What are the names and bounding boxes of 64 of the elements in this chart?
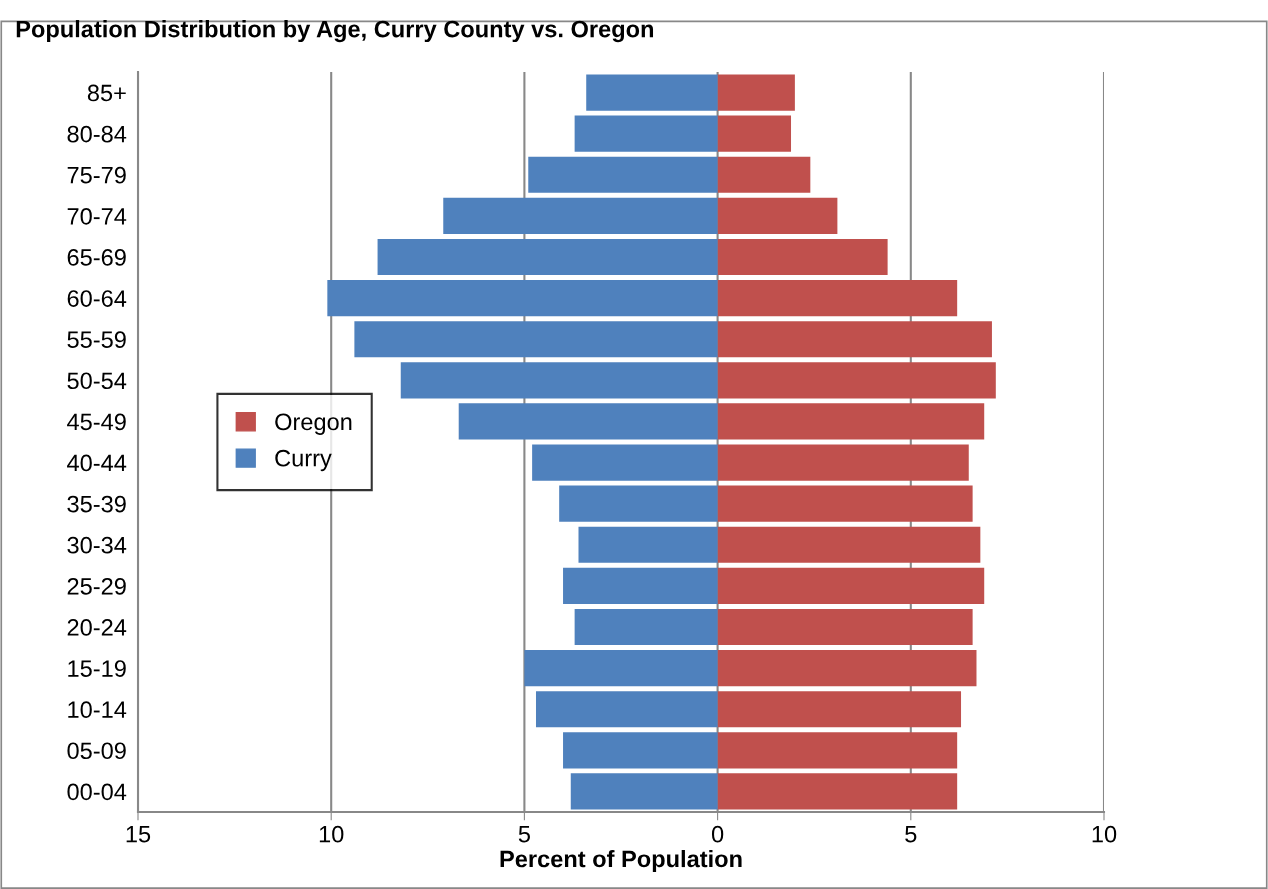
y-tick-label: 15-19 [68, 660, 126, 677]
x-tick-label: 15 [126, 826, 151, 843]
bar [717, 238, 888, 276]
y-tick-label: 50-54 [67, 372, 127, 390]
bar [717, 115, 792, 152]
bar [574, 608, 718, 646]
y-tick-label: 00-04 [67, 783, 127, 801]
y-tick-label: 25-29 [67, 577, 126, 595]
bar [535, 691, 718, 728]
bar [717, 403, 985, 440]
bar [524, 650, 718, 687]
y-tick-label: 20-24 [67, 619, 127, 636]
bar [528, 156, 718, 193]
bar [532, 444, 718, 481]
bar [443, 197, 718, 234]
y-tick-label: 40-44 [67, 454, 127, 472]
bar [717, 444, 969, 481]
bar [458, 403, 718, 440]
y-tick-label: 45-49 [67, 413, 126, 431]
x-tick-label: 5 [905, 826, 917, 843]
bar [717, 485, 973, 522]
bar [717, 156, 811, 193]
y-tick-label: 05-09 [67, 742, 126, 760]
bar [717, 280, 958, 317]
y-tick-label: 55-59 [67, 331, 126, 349]
bar [717, 321, 992, 358]
y-tick-label: 30-34 [67, 536, 127, 554]
y-tick-label: 70-74 [67, 207, 127, 225]
bar [559, 485, 718, 522]
y-tick-label: 65-69 [67, 249, 126, 266]
bar [717, 650, 977, 687]
y-tick-label: 10-14 [68, 701, 127, 719]
x-tick-label: 10 [1092, 825, 1117, 843]
x-tick-label: 0 [711, 825, 724, 843]
bar [717, 567, 985, 604]
x-tick-label: 5 [518, 826, 530, 843]
bar [377, 238, 718, 276]
legend-label: Curry [275, 449, 332, 472]
bar [354, 321, 718, 358]
x-axis-title: Percent of Population [500, 849, 742, 872]
bar [563, 732, 718, 769]
bar [717, 608, 973, 646]
bar [717, 362, 996, 399]
y-tick-label: 35-39 [67, 495, 126, 513]
bar [586, 74, 718, 111]
bar [717, 197, 838, 234]
bar [578, 526, 718, 563]
chart-title: Population Distribution by Age, Curry County vs. Oregon [16, 20, 654, 43]
bar [717, 732, 958, 769]
y-tick-label: 80-84 [67, 125, 127, 143]
bar [717, 74, 795, 111]
legend-label: Oregon [275, 413, 352, 435]
y-tick-label: 75-79 [67, 166, 126, 184]
y-tick-label: 60-64 [67, 290, 127, 307]
bar [574, 115, 718, 152]
bar [717, 691, 962, 728]
bar [570, 773, 718, 810]
bar [563, 567, 718, 604]
bar [327, 280, 718, 317]
bar [400, 362, 718, 399]
y-tick-label: 85+ [87, 84, 126, 102]
bar [717, 773, 958, 810]
bar [717, 526, 981, 563]
x-tick-label: 10 [319, 825, 344, 843]
